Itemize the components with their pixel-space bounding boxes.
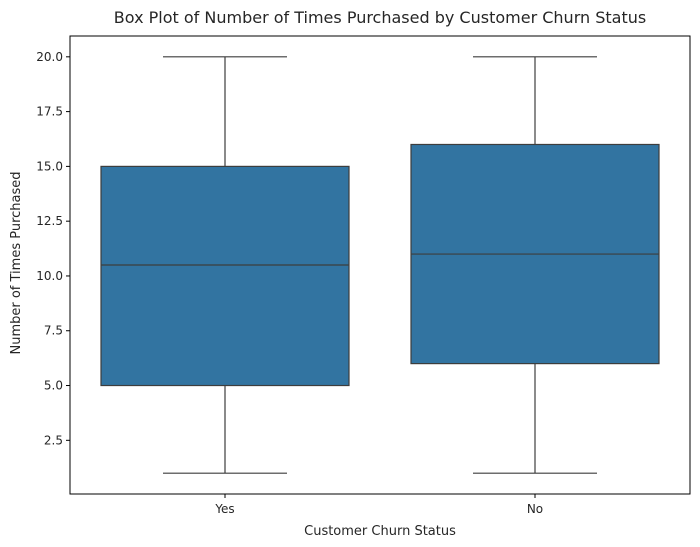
y-tick-label: 5.0 bbox=[44, 379, 63, 393]
y-tick-label: 17.5 bbox=[36, 105, 63, 119]
x-axis-title: Customer Churn Status bbox=[304, 524, 456, 539]
box-yes bbox=[100, 165, 350, 387]
y-tick-label: 10.0 bbox=[36, 269, 63, 283]
x-tick-label: Yes bbox=[214, 502, 234, 516]
plot-area: 2.5 5.0 7.5 10.0 12.5 15.0 17.5 20.0 Yes No bbox=[36, 35, 691, 516]
y-tick-label: 7.5 bbox=[44, 324, 63, 338]
y-tick-label: 15.0 bbox=[36, 159, 63, 173]
x-tick-label: No bbox=[527, 502, 543, 516]
y-tick-label: 20.0 bbox=[36, 50, 63, 64]
y-tick-label: 2.5 bbox=[44, 433, 63, 447]
plot-frame bbox=[69, 35, 691, 495]
chart-title: Box Plot of Number of Times Purchased by… bbox=[114, 8, 646, 27]
y-axis-title: Number of Times Purchased bbox=[9, 171, 24, 354]
y-tick-label: 12.5 bbox=[36, 214, 63, 228]
